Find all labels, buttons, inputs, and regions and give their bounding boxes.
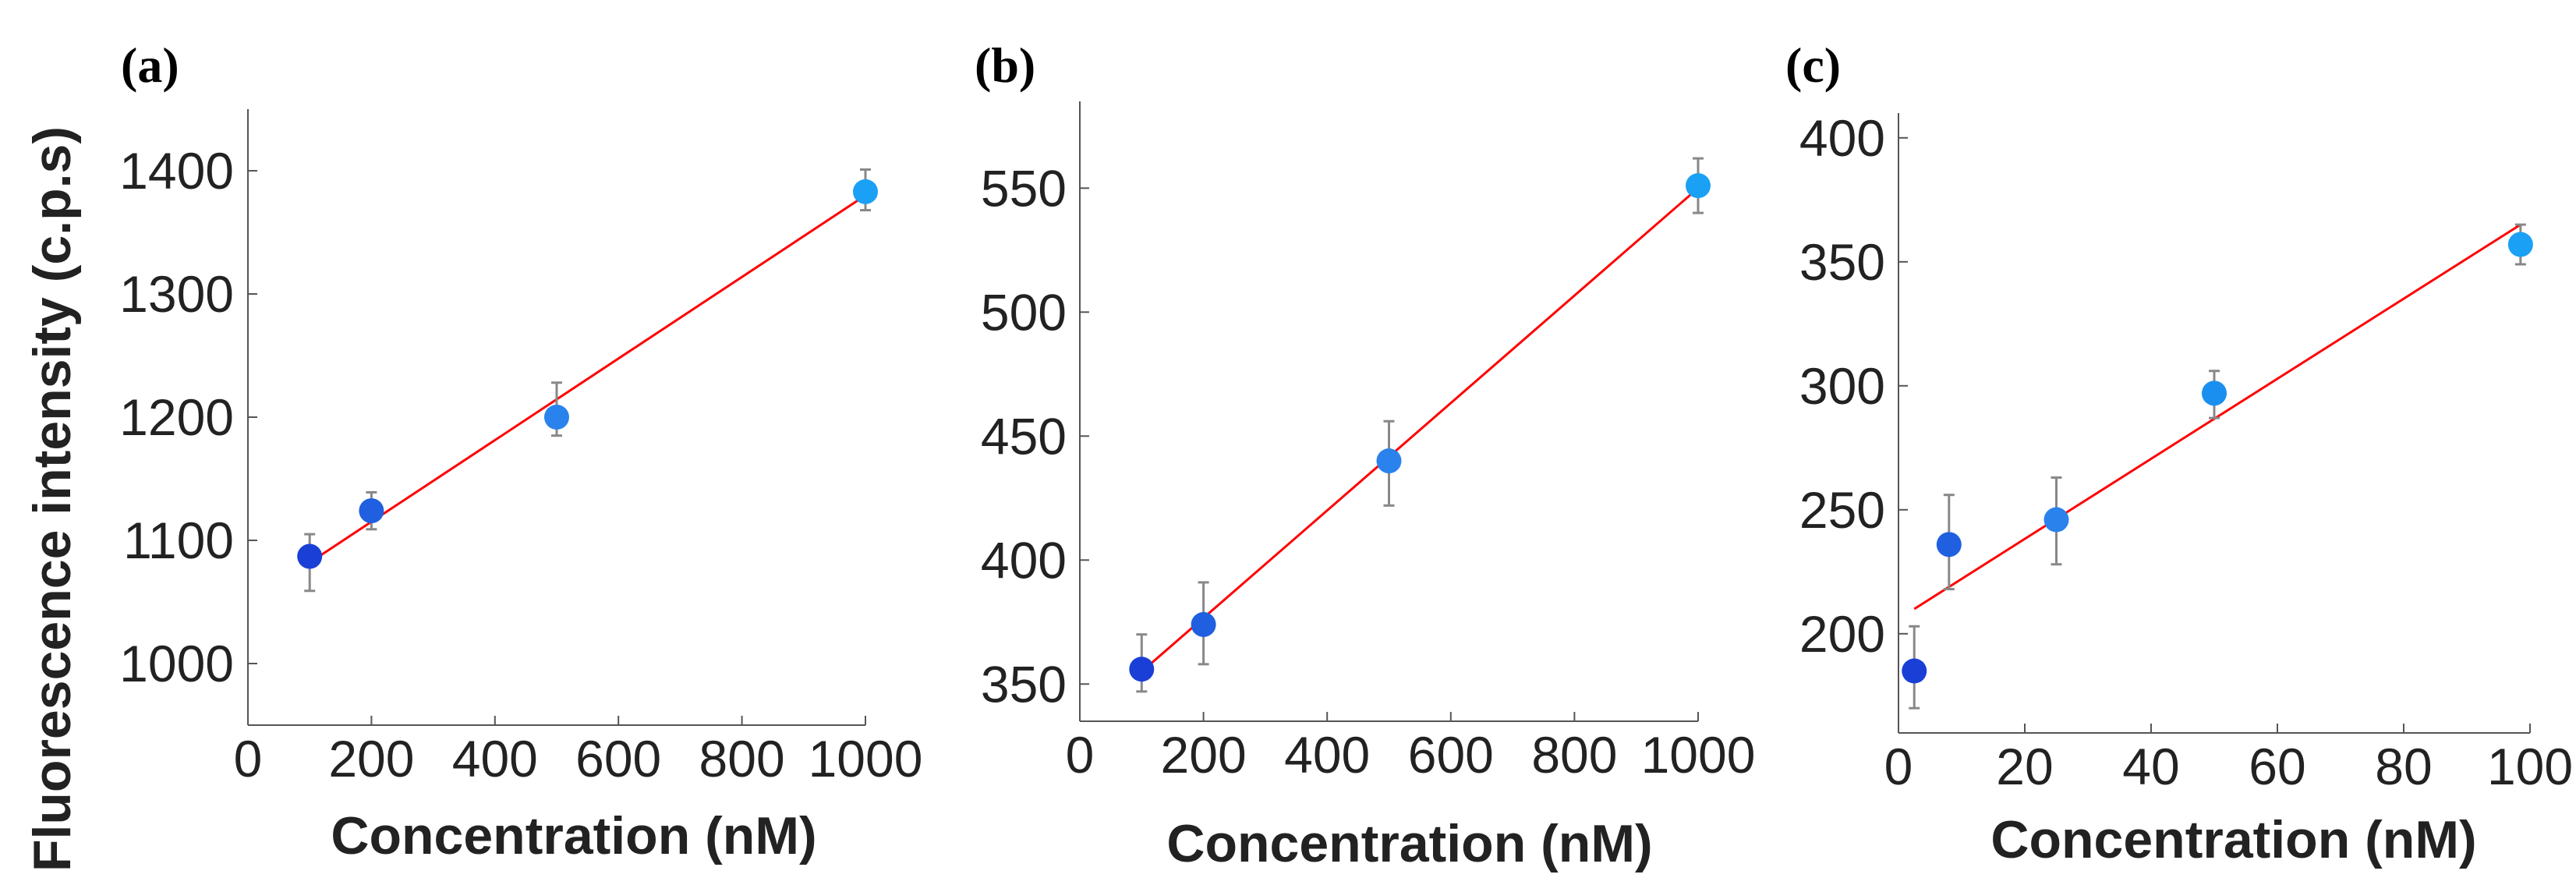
- x-tick-label-b: 0: [1066, 726, 1095, 784]
- fit-line-b: [1141, 187, 1699, 673]
- panel-c: (c) 0 20 40 60 80 100 200 250 300 350 400 Concentr…: [1785, 37, 2573, 869]
- y-tick-label-c: 350: [1799, 233, 1885, 291]
- x-tick-label-c: 40: [2122, 738, 2179, 795]
- x-tick-label-b: 600: [1408, 726, 1494, 784]
- y-tick-label-c: 400: [1799, 109, 1885, 167]
- x-tick-label-c: 20: [1996, 738, 2053, 795]
- data-point-b: [1129, 657, 1155, 682]
- panel-a: (a) 0 200 400 600 800 1000 1000 1100 1200 1300 140…: [119, 37, 922, 865]
- data-point-a: [359, 498, 384, 524]
- x-tick-label-a: 0: [234, 730, 263, 788]
- y-tick-label-b: 400: [981, 531, 1067, 589]
- panel-label-c: (c): [1785, 37, 1841, 93]
- data-point-b: [1191, 611, 1216, 637]
- y-tick-label-b: 350: [981, 655, 1067, 713]
- x-axis-title-a: Concentration (nM): [331, 806, 816, 865]
- y-tick-label-a: 1400: [119, 142, 234, 200]
- panel-label-a: (a): [121, 37, 179, 93]
- plot-area-b: 0 200 400 600 800 1000 350 400 450 500 550: [981, 101, 1756, 784]
- x-tick-label-c: 100: [2487, 738, 2573, 795]
- data-point-a: [853, 179, 878, 204]
- y-tick-label-a: 1100: [123, 511, 234, 569]
- panel-b: (b) 0 200 400 600 800 1000 350 400 450 500 550 Con…: [975, 37, 1755, 873]
- x-axis-title-b: Concentration (nM): [1166, 814, 1652, 873]
- y-tick-label-c: 200: [1799, 605, 1885, 663]
- data-point-c: [1902, 658, 1927, 684]
- y-tick-label-b: 550: [981, 159, 1067, 217]
- x-tick-label-a: 1000: [809, 730, 923, 788]
- x-tick-label-b: 800: [1531, 726, 1617, 784]
- plot-area-c: 0 20 40 60 80 100 200 250 300 350 400: [1799, 109, 2573, 795]
- data-point-c: [2202, 381, 2227, 406]
- fit-line-a: [309, 194, 866, 564]
- shared-y-axis-title: Fluorescence intensity (c.p.s): [23, 126, 82, 872]
- data-point-a: [297, 543, 323, 569]
- x-tick-label-c: 60: [2249, 738, 2305, 795]
- y-tick-label-b: 450: [981, 407, 1067, 465]
- x-tick-label-b: 200: [1161, 726, 1247, 784]
- data-point-b: [1686, 173, 1711, 199]
- x-tick-label-c: 0: [1884, 738, 1913, 795]
- data-point-c: [2507, 232, 2533, 257]
- x-tick-label-a: 800: [699, 730, 785, 788]
- data-point-c: [2043, 507, 2069, 533]
- x-tick-label-a: 400: [452, 730, 538, 788]
- x-tick-label-c: 80: [2375, 738, 2432, 795]
- y-tick-label-a: 1300: [119, 265, 234, 323]
- y-tick-label-a: 1200: [119, 388, 234, 446]
- y-tick-label-c: 250: [1799, 481, 1885, 539]
- panel-label-b: (b): [975, 37, 1035, 93]
- data-point-c: [1936, 532, 1962, 558]
- fit-line-c: [1913, 223, 2521, 611]
- x-axis-title-c: Concentration (nM): [1990, 810, 2476, 869]
- plot-area-a: 0 200 400 600 800 1000 1000 1100 1200 1300 1400: [119, 109, 922, 788]
- x-tick-label-a: 200: [328, 730, 414, 788]
- data-point-a: [544, 405, 569, 430]
- y-tick-label-b: 500: [981, 283, 1067, 341]
- y-tick-label-a: 1000: [119, 635, 234, 692]
- x-tick-label-b: 1000: [1641, 726, 1756, 784]
- y-tick-label-c: 300: [1799, 357, 1885, 415]
- x-tick-label-a: 600: [575, 730, 661, 788]
- data-point-b: [1376, 448, 1402, 474]
- x-tick-label-b: 400: [1284, 726, 1370, 784]
